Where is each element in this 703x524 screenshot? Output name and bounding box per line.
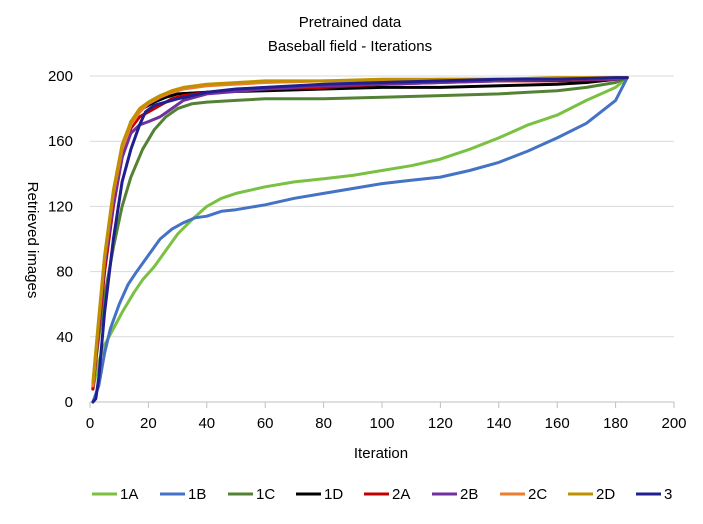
series-line-1b <box>91 76 629 404</box>
y-tick-label: 40 <box>56 329 73 346</box>
y-tick-label: 0 <box>65 394 73 411</box>
legend-label-1c: 1C <box>256 486 275 503</box>
series-line-1a <box>91 76 629 391</box>
x-tick-label: 60 <box>257 415 274 432</box>
y-tick-label: 120 <box>48 198 73 215</box>
legend-label-2c: 2C <box>528 486 547 503</box>
y-tick-label: 160 <box>48 133 73 150</box>
y-axis-label: Retrieved images <box>24 182 41 299</box>
series-line-3 <box>91 76 629 404</box>
series-line-2c <box>91 76 629 388</box>
legend-label-1d: 1D <box>324 486 343 503</box>
legend-label-2a: 2A <box>392 486 410 503</box>
series-layer <box>91 76 629 404</box>
x-tick-label: 20 <box>140 415 157 432</box>
gridlines <box>90 75 674 338</box>
y-tick-label: 80 <box>56 264 73 281</box>
series-line-1d <box>91 76 629 391</box>
legend: 1A 1B 1C 1D 2A 2B 2C 2D 3 <box>92 486 672 503</box>
chart-subtitle: Baseball field - Iterations <box>268 38 432 55</box>
x-tick-label: 120 <box>428 415 453 432</box>
legend-label-2b: 2B <box>460 486 478 503</box>
x-tick-label: 80 <box>315 415 332 432</box>
x-tick-label: 200 <box>661 415 686 432</box>
x-tick-label: 180 <box>603 415 628 432</box>
chart-title: Pretrained data <box>299 14 402 31</box>
y-axis: 0 40 80 120 160 200 <box>48 68 73 411</box>
legend-label-1b: 1B <box>188 486 206 503</box>
series-line-2a <box>91 76 629 391</box>
x-tick-label: 40 <box>198 415 215 432</box>
x-tick-label: 140 <box>486 415 511 432</box>
legend-label-3: 3 <box>664 486 672 503</box>
x-tick-label: 160 <box>545 415 570 432</box>
series-line-1c <box>91 76 629 388</box>
x-tick-label: 100 <box>369 415 394 432</box>
x-axis: 0 20 40 60 80 100 120 140 160 180 200 <box>86 401 687 432</box>
x-tick-label: 0 <box>86 415 94 432</box>
legend-label-1a: 1A <box>120 486 138 503</box>
series-line-2b <box>91 76 629 388</box>
y-tick-label: 200 <box>48 68 73 85</box>
x-axis-label: Iteration <box>354 445 408 462</box>
legend-label-2d: 2D <box>596 486 615 503</box>
